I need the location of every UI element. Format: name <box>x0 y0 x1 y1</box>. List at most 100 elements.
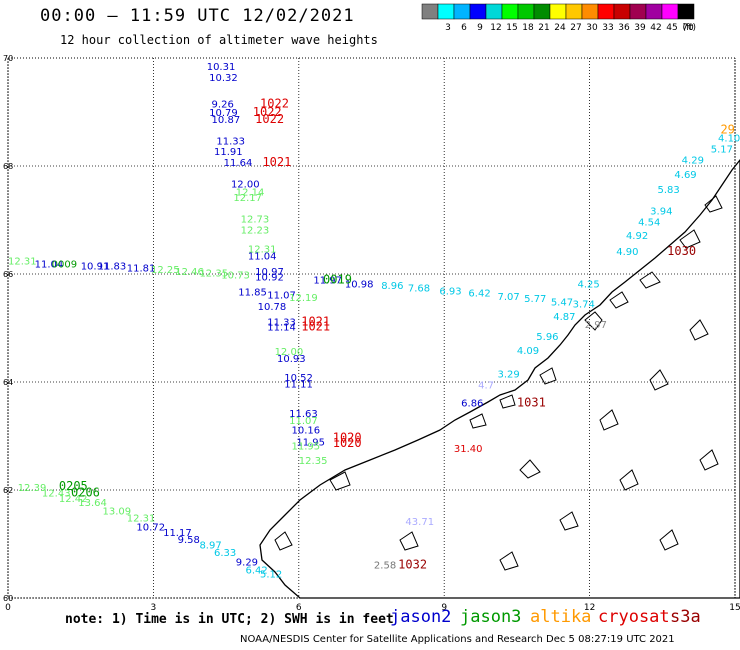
wave-height-reading: 12.43 <box>42 488 71 499</box>
wave-height-reading: 10.52 <box>284 373 313 384</box>
wave-height-reading: 10.92 <box>255 272 284 283</box>
legend-swatch <box>677 3 695 20</box>
wave-height-reading: 12.39 <box>18 483 47 494</box>
wave-height-reading: 10.98 <box>345 280 374 291</box>
y-tick-label: 64 <box>3 378 13 387</box>
wave-height-reading: 10.78 <box>258 302 287 313</box>
wave-height-reading: 10.79 <box>209 108 238 119</box>
wave-height-reading: 4.10 <box>718 134 740 145</box>
wave-height-reading: 4.69 <box>674 170 696 181</box>
wave-height-reading: 11.07 <box>267 290 296 301</box>
legend-swatch <box>597 3 615 20</box>
wave-height-reading: 8.97 <box>199 540 221 551</box>
wave-height-reading: 10.72 <box>136 523 165 534</box>
credit-line: NOAA/NESDIS Center for Satellite Applica… <box>240 634 675 645</box>
wave-height-reading: 2.58 <box>374 560 396 571</box>
legend-tick: 21 <box>538 23 549 33</box>
legend-swatch <box>613 3 631 20</box>
wave-height-reading: 4.54 <box>638 217 660 228</box>
wave-height-reading: 4.29 <box>682 155 704 166</box>
wave-height-reading: 10.32 <box>209 73 238 84</box>
wave-height-reading: 12.17 <box>233 193 262 204</box>
wave-height-reading: 11.11 <box>284 379 313 390</box>
legend-swatch <box>517 3 535 20</box>
wave-height-reading: 6.86 <box>461 398 483 409</box>
wave-height-reading: 11.07 <box>289 416 318 427</box>
legend-tick: 42 <box>650 23 661 33</box>
x-tick-label: 15 <box>729 603 740 613</box>
legend-tick: 15 <box>506 23 517 33</box>
wave-height-reading: 12.19 <box>289 293 318 304</box>
legend-tick: 36 <box>618 23 630 33</box>
y-tick-label: 66 <box>3 270 13 279</box>
pass-time-label: 0019 <box>323 273 352 287</box>
wave-height-reading: 11.85 <box>238 288 267 299</box>
wave-height-reading: 6.42 <box>468 289 490 300</box>
wave-height-reading: 11.97 <box>313 276 342 287</box>
wave-height-reading: 5.77 <box>524 294 546 305</box>
legend-swatch <box>549 3 567 20</box>
pass-time-label: 1031 <box>517 395 546 409</box>
legend-swatch <box>501 3 519 20</box>
wave-height-reading: 12.35 <box>199 269 228 280</box>
x-tick-label: 0 <box>5 603 11 613</box>
y-tick-label: 60 <box>3 594 13 603</box>
legend-tick: 33 <box>602 23 613 33</box>
wave-height-reading: 2.97 <box>585 320 607 331</box>
wave-height-reading: 5.17 <box>711 145 733 156</box>
legend-tick: 30 <box>586 23 598 33</box>
legend-swatch <box>421 3 439 20</box>
legend-swatch <box>485 3 503 20</box>
wave-height-reading: 10.87 <box>212 115 241 126</box>
y-tick-label: 62 <box>3 486 13 495</box>
footnote: note: 1) Time is in UTC; 2) SWH is in fe… <box>65 612 394 627</box>
legend-tick: 24 <box>554 23 566 33</box>
wave-height-reading: 6.33 <box>214 548 236 559</box>
wave-height-reading: 12.25 <box>151 265 180 276</box>
pass-time-label: 1022 <box>255 112 284 126</box>
legend-swatch <box>453 3 471 20</box>
wave-height-reading: 6.42 <box>245 566 267 577</box>
map-title: 00:00 – 11:59 UTC 12/02/2021 <box>40 6 355 26</box>
legend-swatch <box>661 3 679 20</box>
legend-tick: 70 <box>682 23 694 33</box>
wave-height-reading: 4.25 <box>577 280 599 291</box>
legend-unit: (ft) <box>682 23 696 33</box>
wave-height-reading: 11.81 <box>127 263 156 274</box>
legend-tick: 6 <box>461 23 467 33</box>
wave-height-reading: 11.04 <box>35 260 64 271</box>
wave-height-reading: 10.93 <box>277 354 306 365</box>
wave-height-reading: 12.35 <box>299 456 328 467</box>
x-tick-label: 12 <box>584 603 595 613</box>
wave-height-reading: 43.71 <box>405 517 434 528</box>
legend-tick: 18 <box>522 23 534 33</box>
legend-swatch <box>565 3 583 20</box>
color-legend: 3 6 9 12 15 18 21 24 27 30 33 36 39 42 45 70(ft) <box>421 3 696 33</box>
legend-swatch <box>533 3 551 20</box>
map-grid: 0 3 6 9 12 15 60 62 64 66 68 70 <box>3 54 740 613</box>
wave-height-reading: 4.7 <box>478 380 494 391</box>
x-tick-label: 9 <box>441 603 447 613</box>
wave-height-reading: 11.33 <box>216 136 245 147</box>
wave-height-reading: 7.07 <box>498 292 520 303</box>
wave-height-reading: 11.17 <box>163 528 192 539</box>
x-tick-label: 3 <box>151 603 157 613</box>
wave-height-reading: 0009 <box>52 260 77 271</box>
wave-height-reading: 11.91 <box>214 147 243 158</box>
wave-height-reading: 12.23 <box>241 226 270 237</box>
wave-height-reading: 11.95 <box>292 442 321 453</box>
legend-swatch <box>437 3 455 20</box>
legend-tick: 39 <box>634 23 646 33</box>
legend-tick: 27 <box>570 23 581 33</box>
legend-tick: 45 <box>666 23 677 33</box>
wave-height-reading: 12.00 <box>275 347 304 358</box>
x-tick-label: 6 <box>296 603 302 613</box>
wave-height-reading: 12.00 <box>231 180 260 191</box>
pass-time-label: 1022 <box>260 97 289 111</box>
wave-height-reading: 11.33 <box>267 317 296 328</box>
wave-height-reading: 11.63 <box>289 409 318 420</box>
wave-height-reading: 5.83 <box>657 185 679 196</box>
pass-time-label: 1021 <box>301 320 330 334</box>
wave-height-reading: 10.73 <box>221 270 250 281</box>
